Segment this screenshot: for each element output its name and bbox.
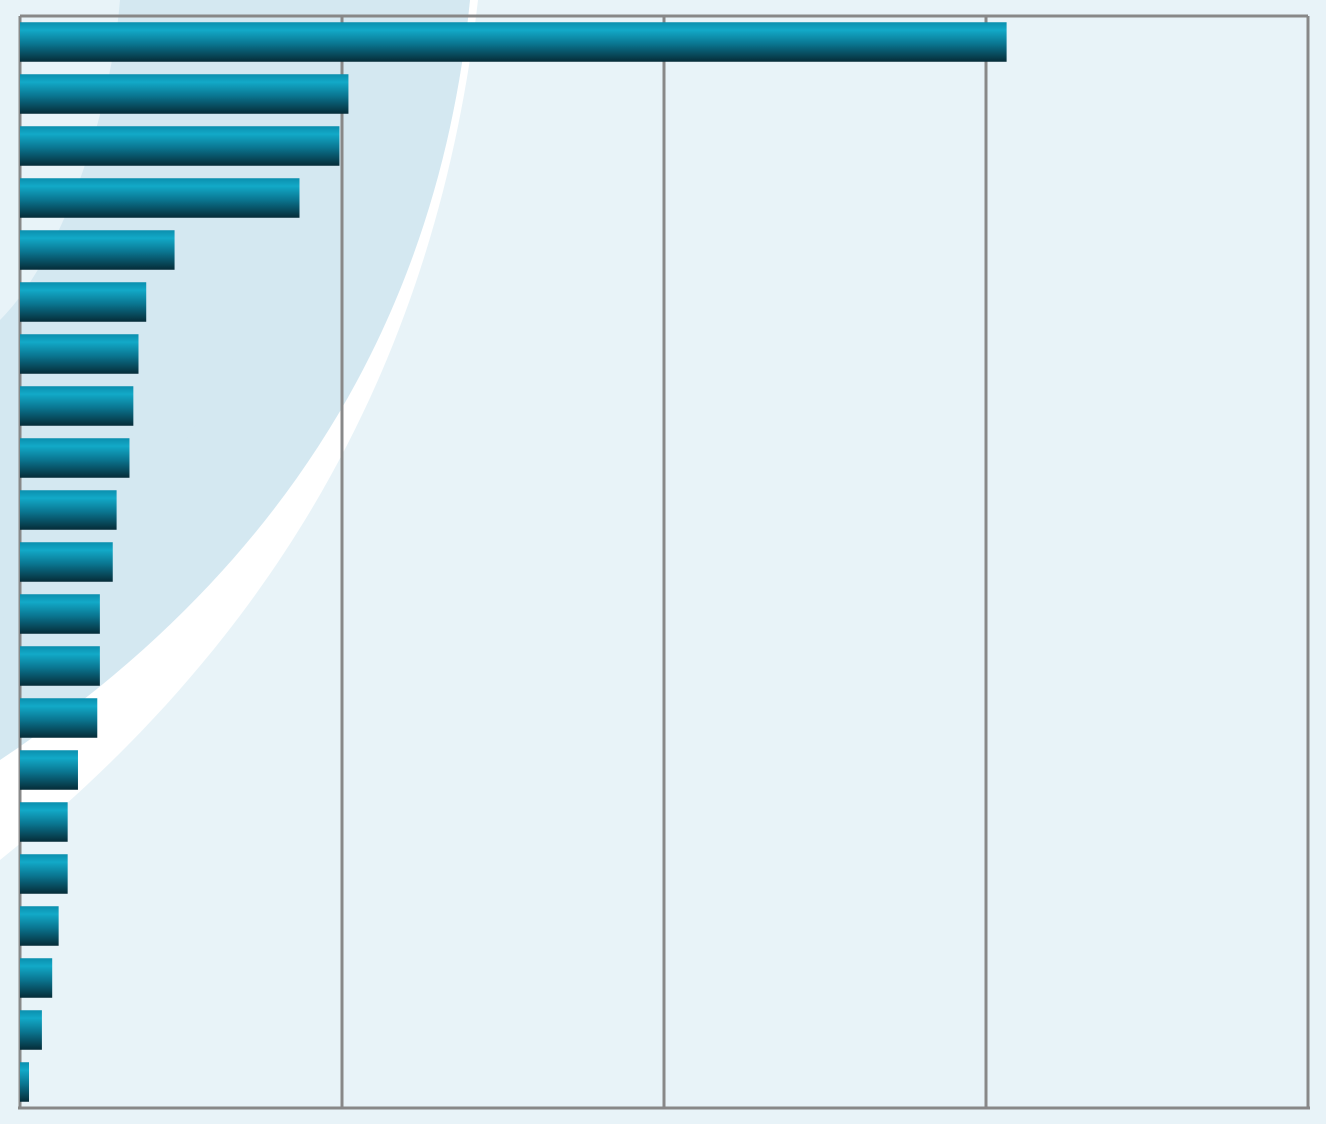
bar — [20, 542, 113, 582]
bar — [20, 334, 139, 374]
bar — [20, 438, 130, 478]
bar — [20, 282, 147, 322]
bar — [20, 906, 59, 946]
bar — [20, 386, 134, 426]
bar — [20, 490, 117, 530]
bar — [20, 1062, 30, 1102]
bar — [20, 698, 98, 738]
bar — [20, 594, 100, 634]
bar — [20, 126, 340, 166]
bar — [20, 854, 68, 894]
bar — [20, 74, 349, 114]
bar — [20, 646, 100, 686]
bar — [20, 1010, 42, 1050]
bar — [20, 750, 78, 790]
plot — [18, 16, 1310, 1110]
decor-swoosh-inner — [0, 0, 470, 760]
bar — [20, 178, 300, 218]
bar — [20, 230, 175, 270]
bar — [20, 22, 1007, 62]
bar — [20, 802, 68, 842]
bar — [20, 958, 53, 998]
